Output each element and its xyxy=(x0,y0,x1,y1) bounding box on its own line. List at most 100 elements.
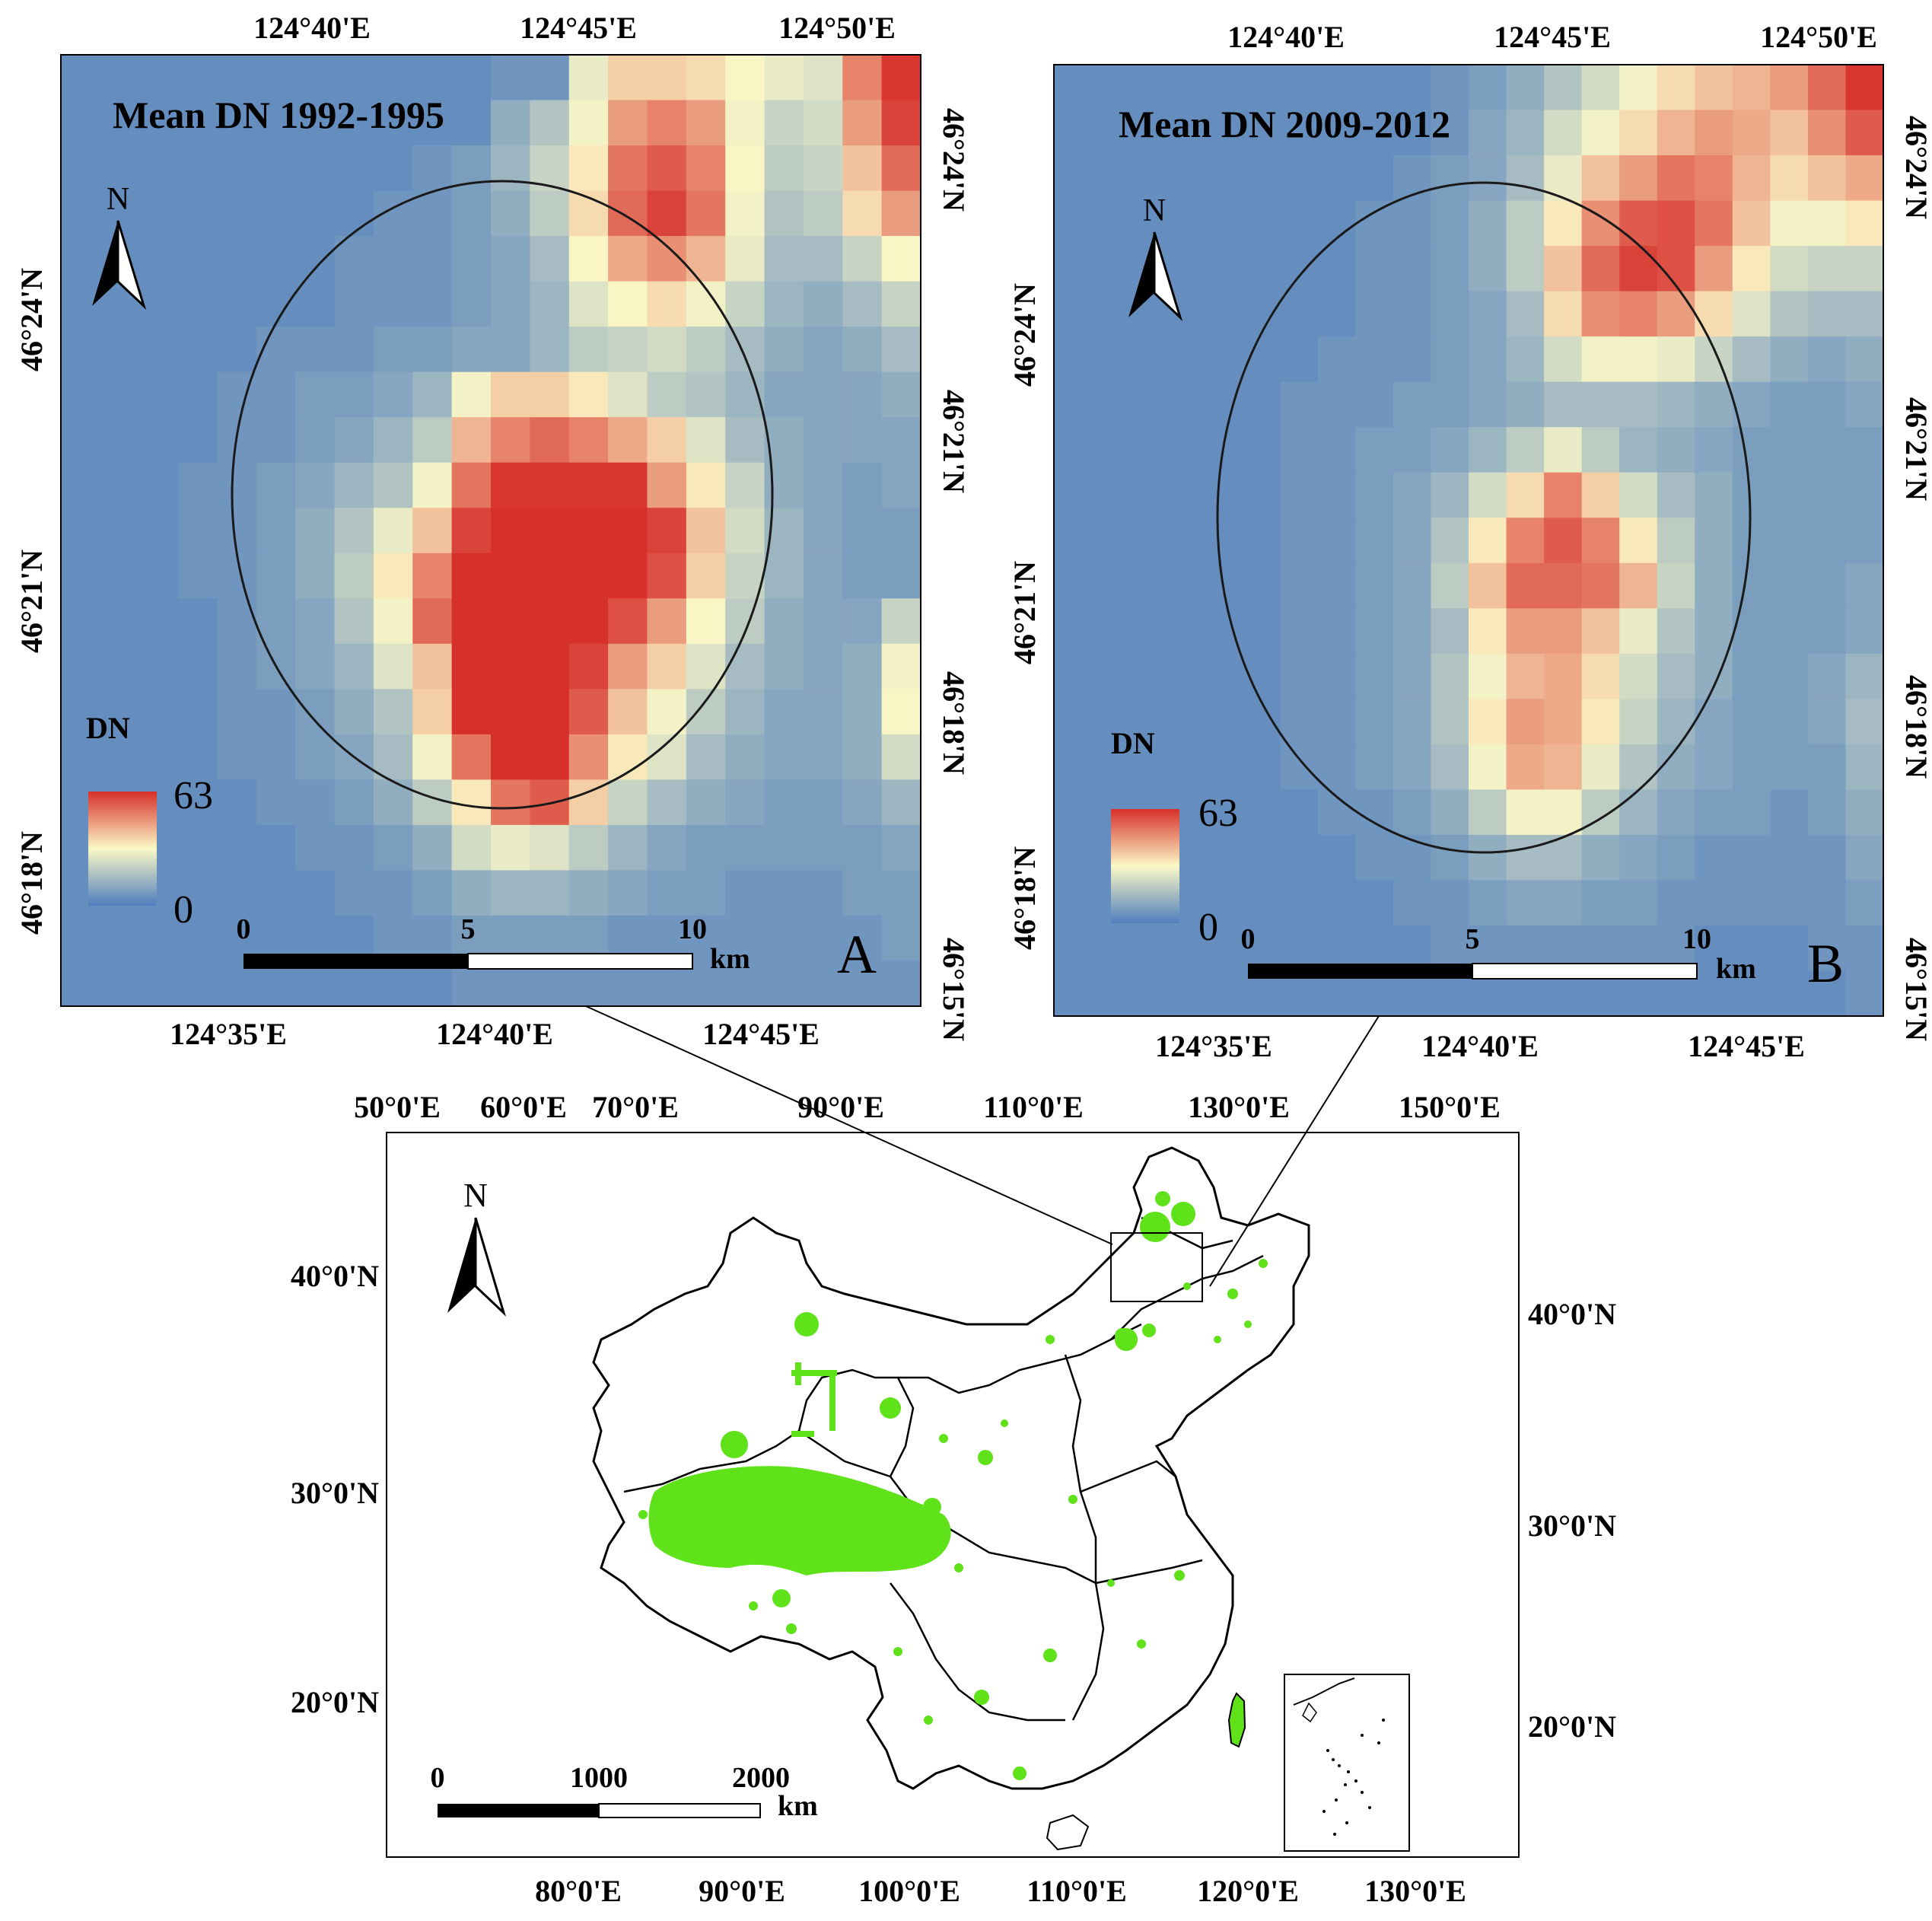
raster-cell xyxy=(842,734,883,780)
raster-cell xyxy=(61,55,100,101)
raster-cell xyxy=(256,190,296,237)
raster-cell xyxy=(647,327,687,373)
raster-cell xyxy=(1091,200,1130,247)
raster-cell xyxy=(1732,789,1771,836)
raster-cell xyxy=(764,100,804,146)
raster-cell xyxy=(100,55,140,101)
north-label: N xyxy=(1143,193,1166,228)
raster-cell xyxy=(1205,699,1243,745)
raster-cell xyxy=(412,417,453,464)
legend-min: 0 xyxy=(1198,906,1218,949)
raster-cell xyxy=(334,281,374,327)
raster-cell xyxy=(1770,155,1809,202)
raster-cell xyxy=(1770,427,1809,473)
raster-cell xyxy=(568,55,609,101)
raster-cell xyxy=(608,870,648,916)
raster-cell xyxy=(608,779,648,826)
raster-cell xyxy=(373,553,413,599)
raster-cell xyxy=(217,824,257,871)
raster-cell xyxy=(412,734,453,780)
raster-cell xyxy=(1054,608,1093,655)
raster-cell xyxy=(1619,880,1658,926)
tick-label: 30°0'N xyxy=(1528,1508,1616,1543)
raster-cell xyxy=(803,779,843,826)
raster-cell xyxy=(1845,336,1884,383)
raster-cell xyxy=(61,190,100,237)
raster-cell xyxy=(1393,562,1432,609)
raster-cell xyxy=(1581,789,1620,836)
tick-label: 124°40'E xyxy=(1421,1029,1539,1063)
raster-cell xyxy=(334,371,374,418)
raster-cell xyxy=(1845,834,1884,881)
raster-cell xyxy=(842,462,883,508)
raster-cell xyxy=(1167,246,1205,292)
raster-cell xyxy=(1280,744,1319,790)
tick-label: 46°15'N xyxy=(1899,938,1932,1041)
raster-cell xyxy=(1770,608,1809,655)
raster-cell xyxy=(178,779,218,826)
raster-cell xyxy=(608,145,648,192)
raster-cell xyxy=(100,371,140,418)
raster-cell xyxy=(138,689,179,735)
raster-cell xyxy=(1695,110,1733,156)
raster-cell xyxy=(1732,427,1771,473)
raster-cell xyxy=(1129,472,1168,518)
raster-cell xyxy=(1242,562,1281,609)
raster-cell xyxy=(1205,880,1243,926)
raster-cell xyxy=(1167,970,1205,1017)
raster-cell xyxy=(1205,65,1243,111)
tick-label: 46°21'N xyxy=(14,550,49,653)
raster-cell xyxy=(803,508,843,554)
raster-cell xyxy=(686,824,726,871)
raster-cell xyxy=(1807,427,1847,473)
north-label: N xyxy=(107,182,129,217)
raster-cell xyxy=(334,417,374,464)
raster-cell xyxy=(1205,110,1243,156)
raster-cell xyxy=(1280,246,1319,292)
raster-cell xyxy=(1695,653,1733,699)
raster-cell xyxy=(1393,427,1432,473)
raster-cell xyxy=(1317,562,1356,609)
tick-label: 150°0'E xyxy=(1399,1090,1501,1124)
raster-cell xyxy=(1054,834,1093,881)
raster-cell xyxy=(412,236,453,282)
raster-cell xyxy=(256,55,296,101)
raster-cell xyxy=(1129,608,1168,655)
raster-cell xyxy=(1544,472,1583,518)
raster-cell xyxy=(334,100,374,146)
raster-cell xyxy=(412,870,453,916)
raster-cell xyxy=(1091,744,1130,790)
raster-cell xyxy=(1317,880,1356,926)
raster-cell xyxy=(1317,381,1356,428)
raster-cell xyxy=(1845,381,1884,428)
raster-cell xyxy=(1506,65,1545,111)
scale-label: 0 xyxy=(431,1762,445,1794)
raster-cell xyxy=(295,734,336,780)
raster-cell xyxy=(1393,110,1432,156)
scale-label: 10 xyxy=(1682,923,1711,955)
raster-cell xyxy=(1317,744,1356,790)
raster-cell xyxy=(1469,880,1507,926)
raster-cell xyxy=(1091,381,1130,428)
raster-cell xyxy=(1469,427,1507,473)
raster-cell xyxy=(217,327,257,373)
raster-cell xyxy=(178,643,218,690)
raster-cell xyxy=(881,55,921,101)
raster-cell xyxy=(568,553,609,599)
raster-cell xyxy=(1054,518,1093,564)
tick-label: 124°45'E xyxy=(702,1017,820,1051)
raster-cell xyxy=(1205,925,1243,972)
raster-cell xyxy=(1129,699,1168,745)
china-outline xyxy=(592,1146,1310,1790)
raster-cell xyxy=(842,689,883,735)
raster-cell xyxy=(178,145,218,192)
raster-cell xyxy=(1091,970,1130,1017)
raster-cell xyxy=(803,734,843,780)
raster-cell xyxy=(764,779,804,826)
scale-label: 0 xyxy=(1241,923,1256,955)
raster-cell xyxy=(1393,65,1432,111)
raster-cell xyxy=(373,598,413,645)
scale-label: 5 xyxy=(461,913,476,945)
raster-cell xyxy=(1619,291,1658,337)
tick-label: 46°18'N xyxy=(937,671,971,775)
